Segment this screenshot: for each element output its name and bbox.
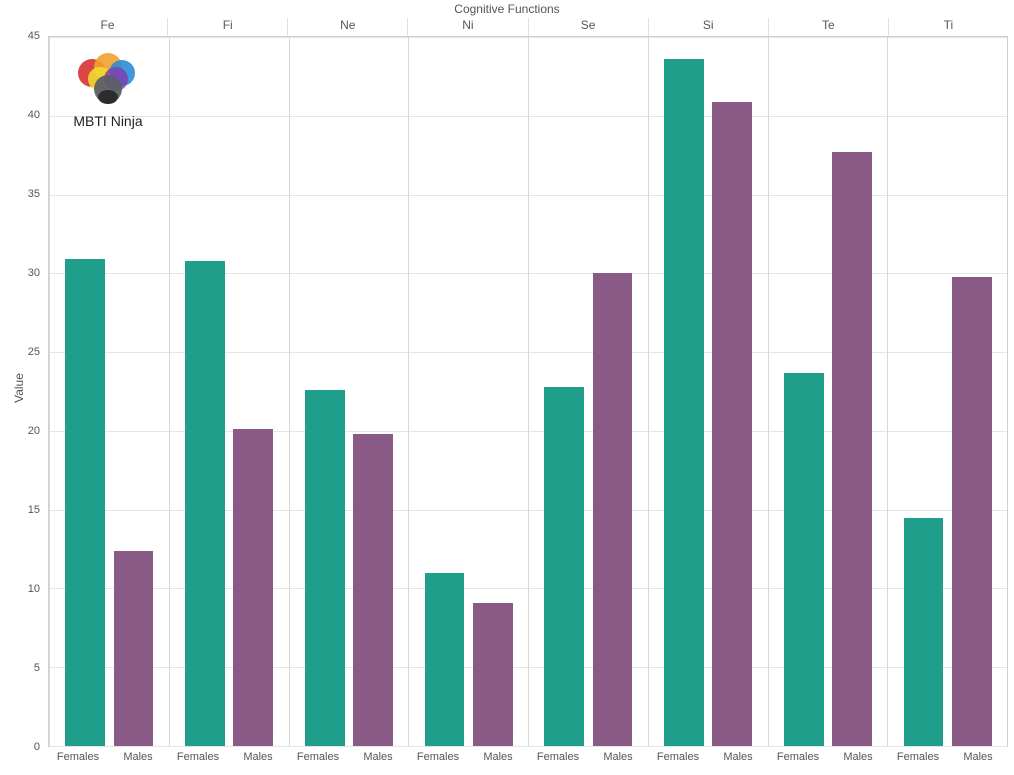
x-axis-label: Males <box>948 751 1008 769</box>
bar <box>544 387 584 746</box>
chart-panel <box>408 37 528 746</box>
panel-header: Te <box>768 18 888 36</box>
x-label-panel: FemalesMales <box>168 751 288 769</box>
bars-row <box>50 37 169 746</box>
chart-panel <box>887 37 1007 746</box>
bars-row <box>170 37 289 746</box>
x-axis-label: Males <box>228 751 288 769</box>
x-axis-label: Females <box>288 751 348 769</box>
x-axis-label: Females <box>768 751 828 769</box>
bars-row <box>769 37 888 746</box>
bar <box>664 59 704 746</box>
x-label-panel: FemalesMales <box>528 751 648 769</box>
panel-header: Ne <box>287 18 407 36</box>
y-tick-label: 10 <box>28 583 40 595</box>
x-label-panel: FemalesMales <box>648 751 768 769</box>
panel-header: Fi <box>167 18 287 36</box>
x-axis-label: Males <box>468 751 528 769</box>
x-axis-label: Males <box>588 751 648 769</box>
bars-row <box>888 37 1007 746</box>
y-tick-label: 40 <box>28 109 40 121</box>
y-tick-label: 30 <box>28 267 40 279</box>
bar <box>233 429 273 746</box>
bars-row <box>649 37 768 746</box>
chart-panel <box>528 37 648 746</box>
panel-headers-row: FeFiNeNiSeSiTeTi <box>48 18 1008 36</box>
x-axis-label: Females <box>648 751 708 769</box>
x-axis-labels-row: FemalesMalesFemalesMalesFemalesMalesFema… <box>48 751 1008 769</box>
chart-panel <box>49 37 169 746</box>
panel-header: Ni <box>407 18 527 36</box>
chart-title: Cognitive Functions <box>0 2 1014 16</box>
bar <box>593 273 633 746</box>
y-tick-label: 15 <box>28 504 40 516</box>
x-axis-label: Males <box>108 751 168 769</box>
y-tick-label: 0 <box>34 741 40 753</box>
bar <box>425 573 465 746</box>
y-tick-label: 35 <box>28 188 40 200</box>
chart-panel <box>648 37 768 746</box>
x-axis-label: Females <box>168 751 228 769</box>
bar <box>185 261 225 746</box>
y-tick-label: 20 <box>28 425 40 437</box>
x-label-panel: FemalesMales <box>48 751 168 769</box>
gridline <box>49 746 1007 747</box>
chart-panel <box>768 37 888 746</box>
y-axis-ticks: 051015202530354045 <box>0 36 44 747</box>
bar <box>784 373 824 746</box>
x-axis-label: Females <box>528 751 588 769</box>
chart-panel <box>289 37 409 746</box>
x-axis-label: Females <box>888 751 948 769</box>
x-axis-label: Females <box>48 751 108 769</box>
x-axis-label: Males <box>708 751 768 769</box>
panel-header: Se <box>528 18 648 36</box>
plot-area <box>48 36 1008 747</box>
bar <box>712 102 752 746</box>
bar <box>114 551 154 746</box>
x-label-panel: FemalesMales <box>288 751 408 769</box>
chart-panel <box>169 37 289 746</box>
bars-row <box>409 37 528 746</box>
bars-row <box>290 37 409 746</box>
bars-row <box>529 37 648 746</box>
y-tick-label: 25 <box>28 346 40 358</box>
chart-container: Cognitive Functions FeFiNeNiSeSiTeTi Val… <box>0 0 1014 775</box>
x-axis-label: Females <box>408 751 468 769</box>
bar <box>305 390 345 746</box>
bar <box>353 434 393 746</box>
x-label-panel: FemalesMales <box>888 751 1008 769</box>
bar <box>832 152 872 746</box>
y-tick-label: 5 <box>34 662 40 674</box>
bar <box>952 277 992 747</box>
bar <box>904 518 944 746</box>
x-axis-label: Males <box>348 751 408 769</box>
bar <box>65 259 105 746</box>
x-axis-label: Males <box>828 751 888 769</box>
panel-header: Si <box>648 18 768 36</box>
panel-header: Fe <box>48 18 167 36</box>
x-label-panel: FemalesMales <box>768 751 888 769</box>
bar <box>473 603 513 746</box>
y-tick-label: 45 <box>28 30 40 42</box>
x-label-panel: FemalesMales <box>408 751 528 769</box>
panel-header: Ti <box>888 18 1008 36</box>
